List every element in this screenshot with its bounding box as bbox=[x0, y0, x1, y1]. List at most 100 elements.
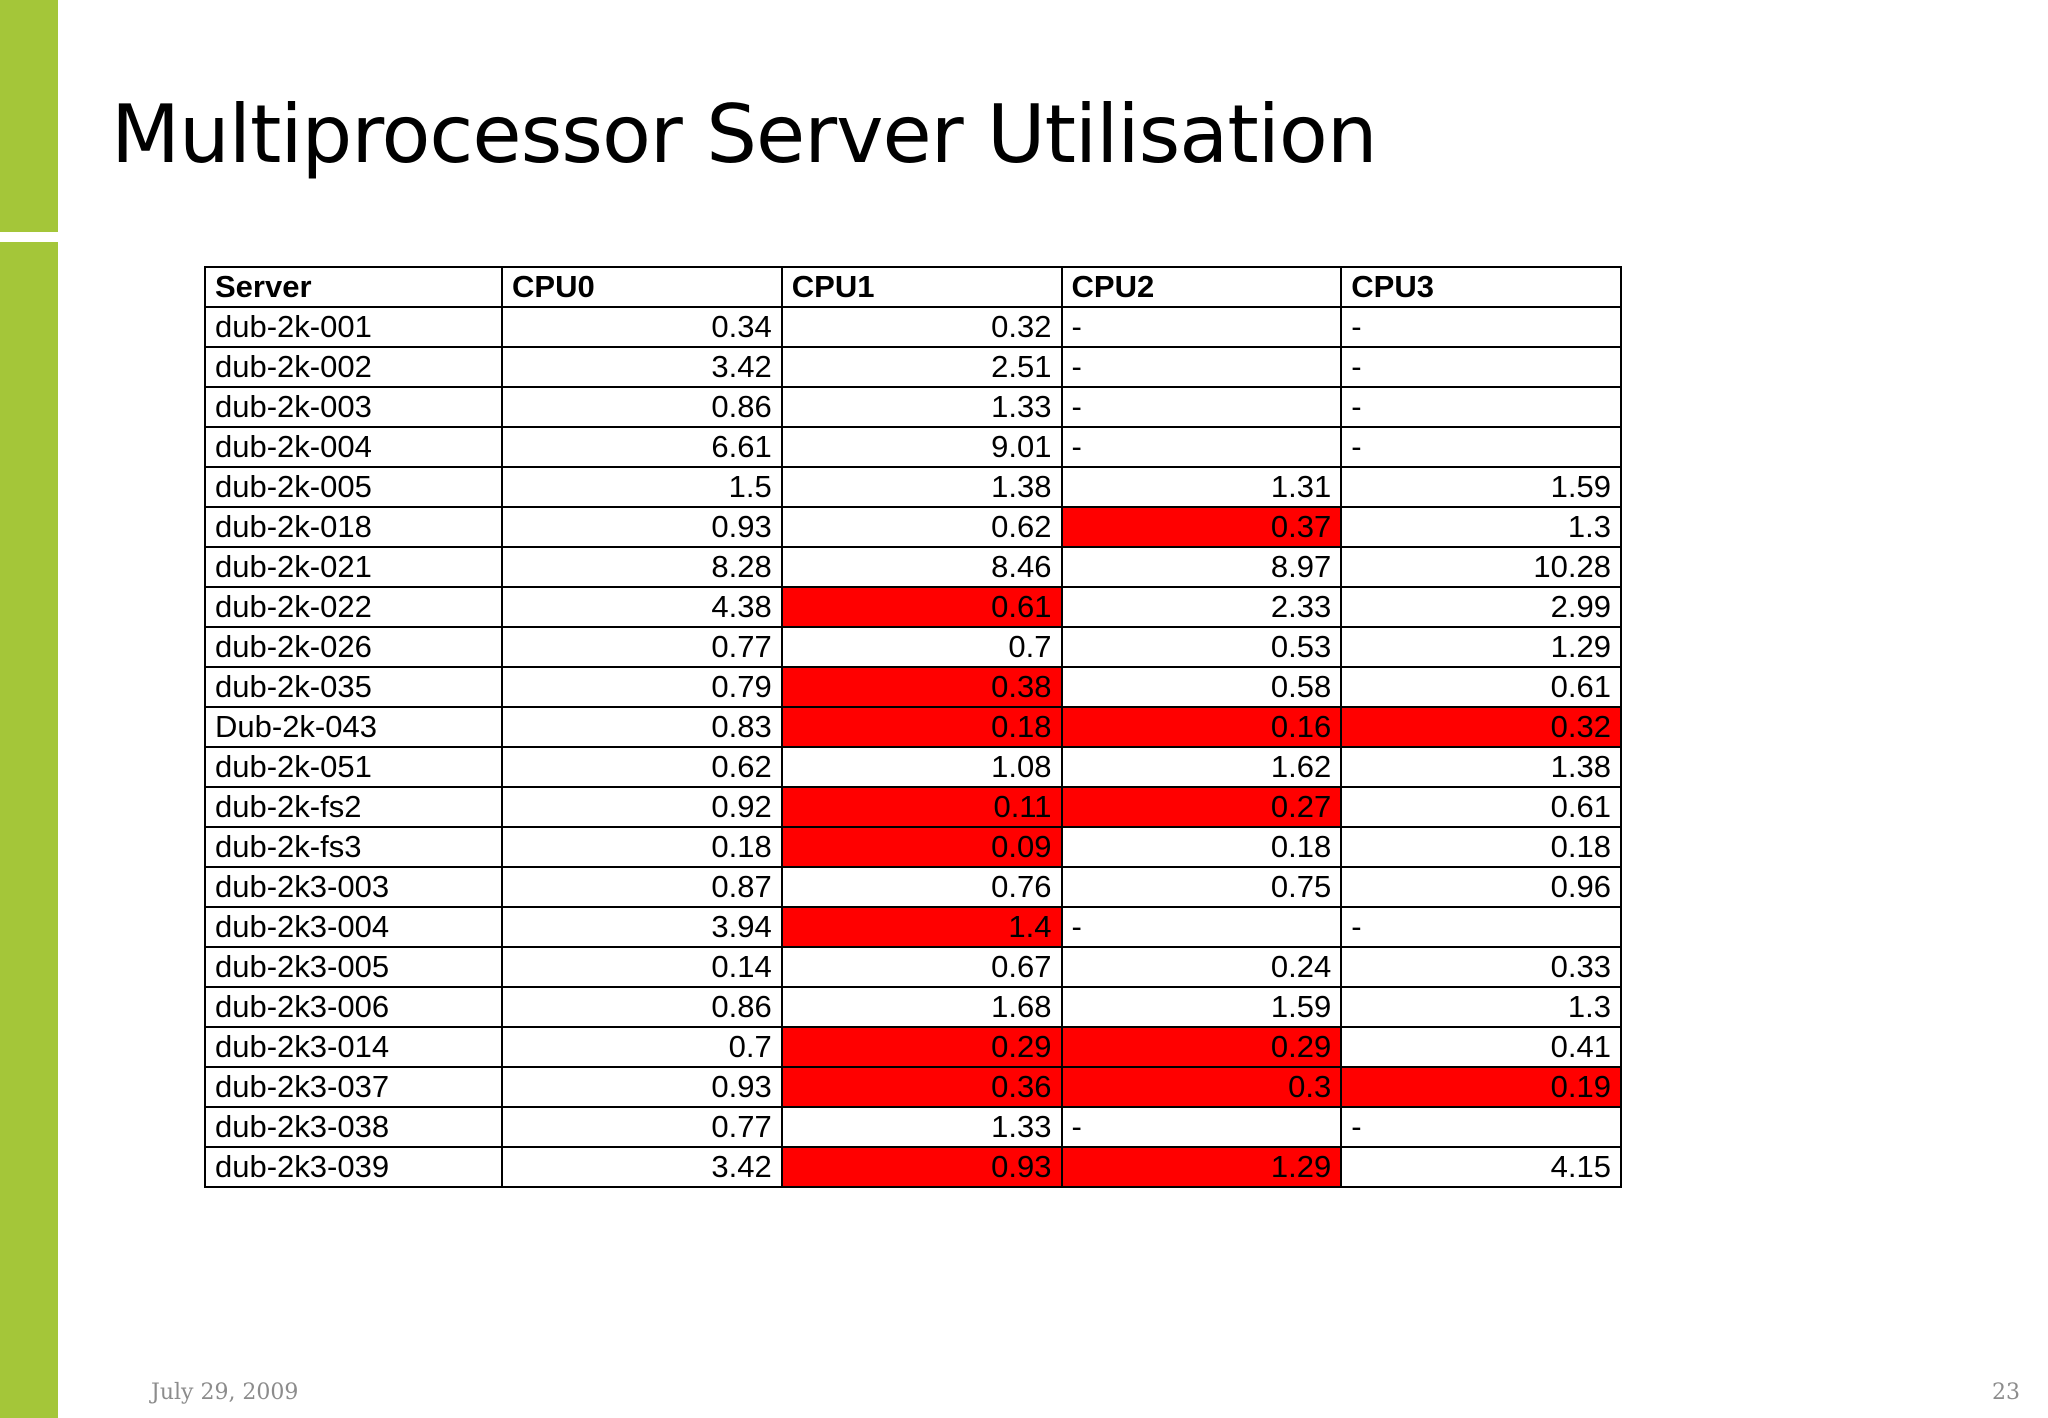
cpu3-cell: 0.33 bbox=[1340, 946, 1622, 988]
cpu3-cell: 1.3 bbox=[1340, 986, 1622, 1028]
cpu3-cell: 0.32 bbox=[1340, 706, 1622, 748]
cpu0-cell: 0.34 bbox=[501, 306, 783, 348]
server-name-cell: dub-2k-022 bbox=[204, 586, 503, 628]
cpu2-cell: 8.97 bbox=[1060, 546, 1343, 588]
table-row: dub-2k3-005 0.14 0.67 0.24 0.33 bbox=[204, 946, 1622, 988]
cpu1-cell: 0.67 bbox=[780, 946, 1063, 988]
accent-bar-top bbox=[0, 0, 58, 232]
cpu3-cell: 1.29 bbox=[1340, 626, 1622, 668]
server-name-cell: dub-2k-003 bbox=[204, 386, 503, 428]
cpu2-cell: 0.58 bbox=[1060, 666, 1343, 708]
cpu3-cell: - bbox=[1340, 426, 1622, 468]
cpu2-cell: 0.27 bbox=[1060, 786, 1343, 828]
server-name-cell: dub-2k3-004 bbox=[204, 906, 503, 948]
table-body: dub-2k-001 0.34 0.32- - dub-2k-002 3.42 2.51- -… bbox=[204, 306, 1622, 1188]
cpu3-cell: 0.18 bbox=[1340, 826, 1622, 868]
cpu0-cell: 3.42 bbox=[501, 1146, 783, 1188]
server-name-cell: dub-2k-004 bbox=[204, 426, 503, 468]
cpu0-cell: 6.61 bbox=[501, 426, 783, 468]
table-row: dub-2k-003 0.86 1.33- - bbox=[204, 386, 1622, 428]
cpu1-cell: 0.76 bbox=[780, 866, 1063, 908]
cpu2-cell: - bbox=[1060, 346, 1343, 388]
server-name-cell: dub-2k-002 bbox=[204, 346, 503, 388]
table-row: dub-2k3-003 0.87 0.76 0.75 0.96 bbox=[204, 866, 1622, 908]
header-cpu2: CPU2 bbox=[1060, 266, 1343, 308]
table-row: dub-2k-002 3.42 2.51- - bbox=[204, 346, 1622, 388]
server-name-cell: dub-2k3-003 bbox=[204, 866, 503, 908]
cpu1-cell: 1.33 bbox=[780, 1106, 1063, 1148]
cpu2-cell: 1.62 bbox=[1060, 746, 1343, 788]
table-row: dub-2k3-037 0.93 0.36 0.3 0.19 bbox=[204, 1066, 1622, 1108]
server-name-cell: dub-2k3-039 bbox=[204, 1146, 503, 1188]
cpu1-cell: 0.61 bbox=[780, 586, 1063, 628]
header-server: Server bbox=[204, 266, 503, 308]
table-row: dub-2k-fs2 0.92 0.11 0.27 0.61 bbox=[204, 786, 1622, 828]
table-row: dub-2k-001 0.34 0.32- - bbox=[204, 306, 1622, 348]
cpu2-cell: 2.33 bbox=[1060, 586, 1343, 628]
page-number: 23 bbox=[1992, 1380, 2020, 1405]
server-name-cell: dub-2k-026 bbox=[204, 626, 503, 668]
cpu2-cell: - bbox=[1060, 426, 1343, 468]
cpu1-cell: 1.38 bbox=[780, 466, 1063, 508]
cpu0-cell: 0.14 bbox=[501, 946, 783, 988]
table-row: dub-2k3-038 0.77 1.33- - bbox=[204, 1106, 1622, 1148]
accent-bar-bottom bbox=[0, 242, 58, 1418]
table-header-row: Server CPU0 CPU1 CPU2 CPU3 bbox=[204, 266, 1622, 308]
cpu2-cell: - bbox=[1060, 306, 1343, 348]
cpu2-cell: - bbox=[1060, 386, 1343, 428]
cpu2-cell: 1.29 bbox=[1060, 1146, 1343, 1188]
cpu3-cell: 0.61 bbox=[1340, 786, 1622, 828]
cpu3-cell: - bbox=[1340, 346, 1622, 388]
cpu3-cell: 1.3 bbox=[1340, 506, 1622, 548]
cpu2-cell: 0.75 bbox=[1060, 866, 1343, 908]
cpu1-cell: 0.32 bbox=[780, 306, 1063, 348]
server-name-cell: Dub-2k-043 bbox=[204, 706, 503, 748]
cpu3-cell: 1.59 bbox=[1340, 466, 1622, 508]
server-name-cell: dub-2k-051 bbox=[204, 746, 503, 788]
cpu3-cell: 4.15 bbox=[1340, 1146, 1622, 1188]
table-row: dub-2k3-004 3.94 1.4- - bbox=[204, 906, 1622, 948]
cpu1-cell: 0.36 bbox=[780, 1066, 1063, 1108]
cpu0-cell: 1.5 bbox=[501, 466, 783, 508]
cpu3-cell: - bbox=[1340, 906, 1622, 948]
cpu0-cell: 0.77 bbox=[501, 1106, 783, 1148]
server-name-cell: dub-2k-005 bbox=[204, 466, 503, 508]
table-row: dub-2k-021 8.28 8.46 8.97 10.28 bbox=[204, 546, 1622, 588]
cpu1-cell: 0.18 bbox=[780, 706, 1063, 748]
footer-date: July 29, 2009 bbox=[151, 1380, 299, 1405]
cpu0-cell: 0.87 bbox=[501, 866, 783, 908]
cpu3-cell: 10.28 bbox=[1340, 546, 1622, 588]
server-name-cell: dub-2k3-014 bbox=[204, 1026, 503, 1068]
cpu1-cell: 0.38 bbox=[780, 666, 1063, 708]
cpu0-cell: 3.42 bbox=[501, 346, 783, 388]
cpu0-cell: 0.7 bbox=[501, 1026, 783, 1068]
server-name-cell: dub-2k3-038 bbox=[204, 1106, 503, 1148]
table-row: dub-2k-004 6.61 9.01- - bbox=[204, 426, 1622, 468]
cpu0-cell: 0.86 bbox=[501, 986, 783, 1028]
header-cpu1: CPU1 bbox=[780, 266, 1063, 308]
server-name-cell: dub-2k-001 bbox=[204, 306, 503, 348]
slide-title: Multiprocessor Server Utilisation bbox=[111, 88, 1378, 181]
table-row: dub-2k-035 0.79 0.38 0.58 0.61 bbox=[204, 666, 1622, 708]
cpu3-cell: - bbox=[1340, 1106, 1622, 1148]
server-name-cell: dub-2k-018 bbox=[204, 506, 503, 548]
table-row: dub-2k3-006 0.86 1.68 1.59 1.3 bbox=[204, 986, 1622, 1028]
cpu1-cell: 0.09 bbox=[780, 826, 1063, 868]
cpu0-cell: 0.18 bbox=[501, 826, 783, 868]
cpu0-cell: 0.62 bbox=[501, 746, 783, 788]
cpu2-cell: 0.18 bbox=[1060, 826, 1343, 868]
cpu1-cell: 0.11 bbox=[780, 786, 1063, 828]
cpu2-cell: 0.24 bbox=[1060, 946, 1343, 988]
cpu0-cell: 8.28 bbox=[501, 546, 783, 588]
server-name-cell: dub-2k3-037 bbox=[204, 1066, 503, 1108]
cpu3-cell: 0.19 bbox=[1340, 1066, 1622, 1108]
table-row: dub-2k-fs3 0.18 0.09 0.18 0.18 bbox=[204, 826, 1622, 868]
server-name-cell: dub-2k3-006 bbox=[204, 986, 503, 1028]
cpu2-cell: 1.59 bbox=[1060, 986, 1343, 1028]
cpu0-cell: 3.94 bbox=[501, 906, 783, 948]
server-name-cell: dub-2k-021 bbox=[204, 546, 503, 588]
cpu0-cell: 0.86 bbox=[501, 386, 783, 428]
table-row: Dub-2k-043 0.83 0.18 0.16 0.32 bbox=[204, 706, 1622, 748]
cpu2-cell: 0.16 bbox=[1060, 706, 1343, 748]
table-row: dub-2k-018 0.93 0.62 0.37 1.3 bbox=[204, 506, 1622, 548]
